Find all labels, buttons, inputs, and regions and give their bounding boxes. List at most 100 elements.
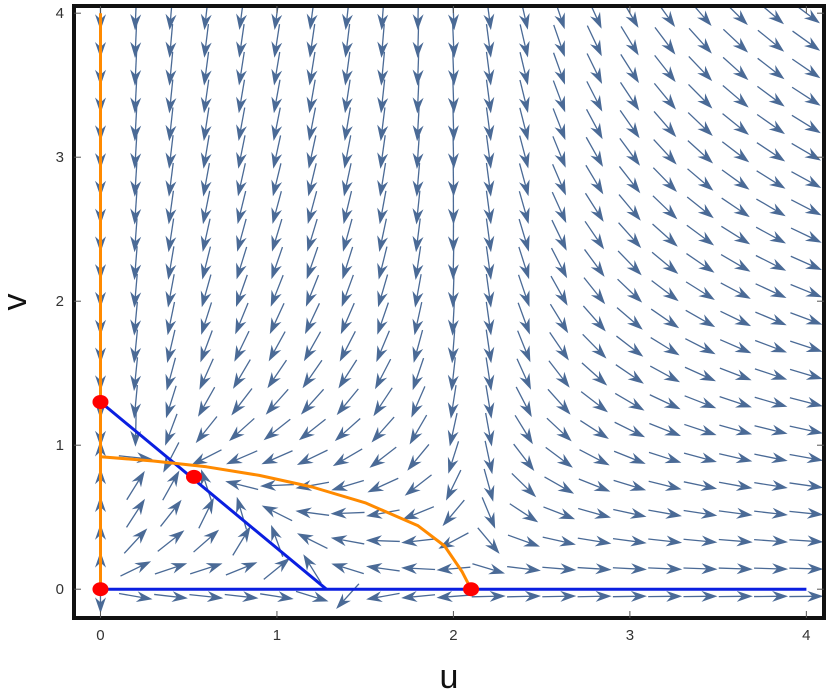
field-arrow [686,196,714,219]
field-arrow [331,479,365,491]
field-arrow [721,169,750,190]
arrow-shaft [134,218,138,243]
arrow-shaft [582,305,600,325]
field-arrow [684,395,717,409]
arrow-head [165,373,177,391]
arrow-head [171,591,188,602]
field-arrow [447,329,459,364]
field-arrow [448,23,459,58]
arrow-shaft [720,254,743,268]
arrow-head [769,314,787,326]
arrow-shaft [345,218,353,243]
field-arrow [757,29,785,52]
arrow-shaft [412,474,432,491]
field-arrow [263,418,291,441]
field-arrow [200,190,212,225]
arrow-shaft [551,219,563,242]
arrow-head [236,41,247,58]
field-arrow [688,83,713,109]
arrow-shaft [617,250,636,269]
arrow-head [341,41,353,58]
arrow-head [412,318,424,336]
field-arrow [200,218,212,252]
arrow-head [592,425,609,439]
axis-ticks: 0 1 2 3 4 0 1 2 3 4 [56,5,824,644]
field-arrow [200,24,212,58]
arrow-head [554,123,566,141]
field-arrow [436,591,471,602]
arrow-head [804,92,821,106]
field-arrow [790,340,823,352]
arrow-head [630,563,647,575]
arrow-head [165,318,177,336]
arrow-shaft [720,310,743,323]
arrow-shaft [169,23,174,49]
field-arrow [618,194,641,221]
arrow-shaft [411,538,436,543]
field-arrow [260,479,294,491]
arrow-shaft [310,135,317,160]
arrow-head [770,424,788,436]
field-arrow [790,255,822,270]
arrow-shaft [485,162,491,187]
arrow-shaft [582,333,600,352]
arrow-head [518,96,530,113]
arrow-head [447,291,459,308]
field-arrow [549,332,569,361]
arrow-head [806,480,824,491]
field-arrow [447,441,460,474]
nullcline-curves [99,13,807,591]
arrow-shaft [518,191,527,215]
arrow-shaft [273,302,285,326]
arrow-head [165,235,177,253]
arrow-shaft [451,357,456,382]
arrow-shaft [693,6,706,19]
field-arrow [412,107,424,142]
arrow-head [733,258,751,272]
field-arrow [511,472,537,498]
arrow-head [735,397,752,408]
arrow-head [412,152,424,169]
arrow-shaft [204,246,212,271]
field-arrow [271,51,283,86]
field-arrow [340,302,355,335]
field-arrow [130,385,142,419]
arrow-shaft [310,107,317,132]
arrow-shaft [307,562,322,584]
field-arrow [547,388,571,415]
arrow-head [554,233,567,251]
arrow-head [200,152,212,169]
arrow-shaft [342,388,359,408]
field-arrow [483,135,495,169]
arrow-head [447,236,459,253]
arrow-head [166,470,180,488]
arrow-head [732,93,749,108]
arrow-shaft [519,107,527,132]
field-arrow [693,6,712,26]
arrow-shaft [754,453,779,460]
arrow-shaft [477,527,494,547]
arrow-shaft [721,225,743,240]
arrow-head [371,426,387,443]
field-arrow [761,6,784,25]
arrow-shaft [586,25,599,48]
arrow-head [699,424,717,436]
arrow-shaft [125,506,141,528]
arrow-shaft [340,565,364,575]
arrow-shaft [452,301,455,326]
field-arrow [303,554,322,584]
arrow-shaft [269,483,294,487]
arrow-head [341,207,353,225]
field-arrow [263,557,291,580]
field-arrow [295,507,330,519]
field-arrow [377,162,389,197]
arrow-head [306,234,318,252]
field-arrow [412,329,424,363]
arrow-shaft [169,274,175,298]
field-arrow [721,141,750,163]
field-arrow [648,590,683,602]
arrow-head [200,469,212,487]
field-arrow [447,301,459,336]
field-arrow [614,392,645,411]
arrow-shaft [236,388,253,408]
